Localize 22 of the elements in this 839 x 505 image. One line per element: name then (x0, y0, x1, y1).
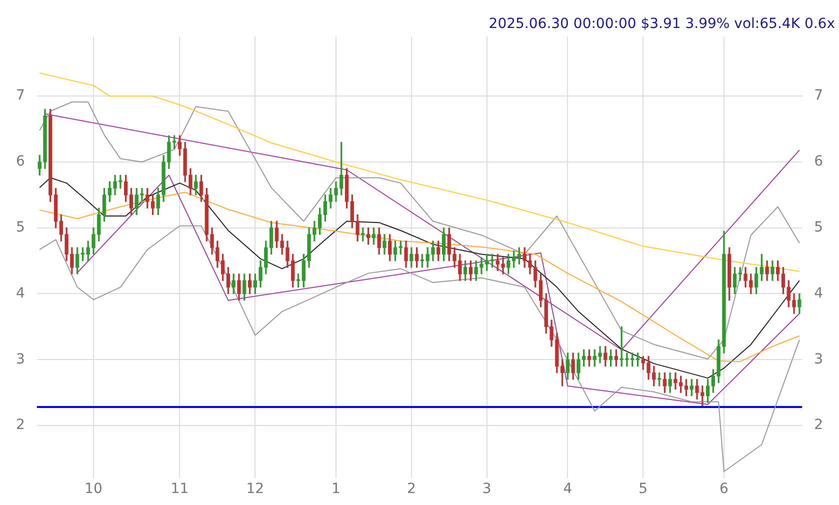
y-tick-label: 3 (16, 351, 25, 368)
x-tick-label: 5 (638, 481, 648, 498)
y2-tick-label: 2 (814, 417, 824, 434)
chart-title: 2025.06.30 00:00:00 $3.91 3.99% vol:65.4K 0.6x (488, 16, 835, 32)
y-tick-label: 2 (16, 417, 25, 434)
y2-tick-label: 4 (814, 285, 824, 302)
y-tick-label: 6 (16, 154, 25, 170)
x-tick-label: 10 (84, 481, 102, 498)
x-tick-label: 6 (719, 481, 728, 498)
y2-tick-label: 5 (814, 219, 824, 236)
y2-tick-label: 3 (814, 351, 824, 368)
x-tick-label: 4 (563, 481, 572, 498)
y-tick-label: 5 (16, 219, 25, 236)
x-tick-label: 11 (170, 481, 189, 498)
y2-tick-label: 7 (814, 88, 824, 104)
x-tick-label: 1 (332, 481, 340, 498)
x-tick-label: 2 (406, 481, 416, 498)
x-tick-label: 12 (246, 481, 264, 498)
y2-tick-label: 6 (814, 154, 824, 170)
x-tick-label: 3 (482, 481, 492, 498)
y-tick-label: 4 (16, 285, 25, 302)
y-tick-label: 7 (16, 88, 25, 104)
